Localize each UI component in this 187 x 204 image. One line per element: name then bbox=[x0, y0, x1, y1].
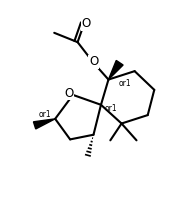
Text: or1: or1 bbox=[38, 110, 51, 119]
Polygon shape bbox=[33, 119, 55, 129]
Text: or1: or1 bbox=[104, 104, 117, 113]
Text: O: O bbox=[64, 86, 73, 100]
Polygon shape bbox=[108, 60, 123, 80]
Text: O: O bbox=[81, 17, 91, 30]
Text: O: O bbox=[89, 55, 98, 68]
Text: or1: or1 bbox=[119, 79, 131, 88]
